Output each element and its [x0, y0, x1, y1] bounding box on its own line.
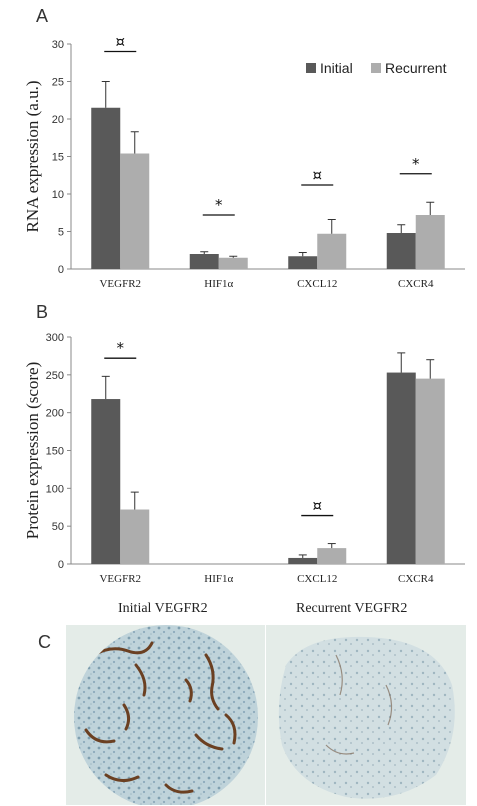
y-tick-label: 25 — [52, 77, 64, 89]
y-tick-label: 50 — [52, 521, 64, 533]
x-category-label: VEGFR2 — [99, 278, 141, 290]
y-tick-label: 300 — [46, 332, 64, 344]
significance-marker: ¤ — [312, 497, 322, 515]
initial-vegfr2-micrograph — [66, 625, 265, 805]
initial-image-caption: Initial VEGFR2 — [118, 601, 208, 616]
protein-expression-chart: 0 50 100 150 200 250 300 Protein expression (sc… — [23, 332, 465, 585]
significance-marker: ¤ — [115, 33, 125, 51]
recurrent-vegfr2-micrograph — [266, 625, 466, 805]
bar-recurrent — [415, 378, 445, 564]
x-category-label: CXCR4 — [398, 573, 434, 585]
y-axis-title: RNA expression (a.u.) — [23, 80, 42, 232]
y-tick-label: 20 — [52, 114, 64, 126]
panel-label-a: A — [36, 6, 49, 26]
bar-initial — [386, 233, 416, 269]
x-category-label: CXCL12 — [297, 573, 337, 585]
bar-initial — [288, 256, 318, 269]
bar-initial — [91, 399, 121, 564]
significance-marker: * — [215, 196, 223, 214]
y-tick-label: 150 — [46, 446, 64, 458]
x-category-label: HIF1α — [204, 278, 233, 290]
legend-swatch-initial — [306, 63, 316, 73]
bar-recurrent — [317, 233, 347, 269]
bar-initial — [288, 557, 318, 564]
bar-recurrent — [120, 509, 150, 564]
bar-recurrent — [120, 153, 150, 269]
bar-initial — [91, 107, 121, 269]
y-tick-label: 10 — [52, 189, 64, 201]
x-category-label: CXCR4 — [398, 278, 434, 290]
legend-swatch-recurrent — [371, 63, 381, 73]
x-category-label: VEGFR2 — [99, 573, 141, 585]
y-tick-label: 200 — [46, 408, 64, 420]
y-tick-label: 250 — [46, 370, 64, 382]
y-tick-label: 0 — [58, 264, 64, 276]
recurrent-image-caption: Recurrent VEGFR2 — [296, 601, 408, 616]
legend-label-initial: Initial — [320, 60, 353, 76]
panel-label-c: C — [38, 632, 51, 652]
bar-recurrent — [218, 257, 248, 269]
y-tick-label: 100 — [46, 483, 64, 495]
y-tick-label: 5 — [58, 227, 64, 239]
significance-marker: * — [117, 339, 125, 357]
bar-recurrent — [317, 548, 347, 564]
y-tick-label: 0 — [58, 559, 64, 571]
rna-expression-chart: 0 5 10 15 20 25 30 RNA expression (a.u.) VEGFR2 H… — [23, 33, 465, 290]
bar-initial — [386, 372, 416, 564]
bar-initial — [189, 254, 219, 269]
significance-marker: * — [412, 155, 420, 173]
x-category-label: CXCL12 — [297, 278, 337, 290]
y-tick-label: 15 — [52, 152, 64, 164]
panel-label-b: B — [36, 302, 49, 322]
legend-label-recurrent: Recurrent — [385, 60, 447, 76]
x-category-label: HIF1α — [204, 573, 233, 585]
bar-recurrent — [415, 215, 445, 269]
significance-marker: ¤ — [312, 166, 322, 184]
y-axis-title: Protein expression (score) — [23, 362, 42, 540]
y-tick-label: 30 — [52, 39, 64, 51]
